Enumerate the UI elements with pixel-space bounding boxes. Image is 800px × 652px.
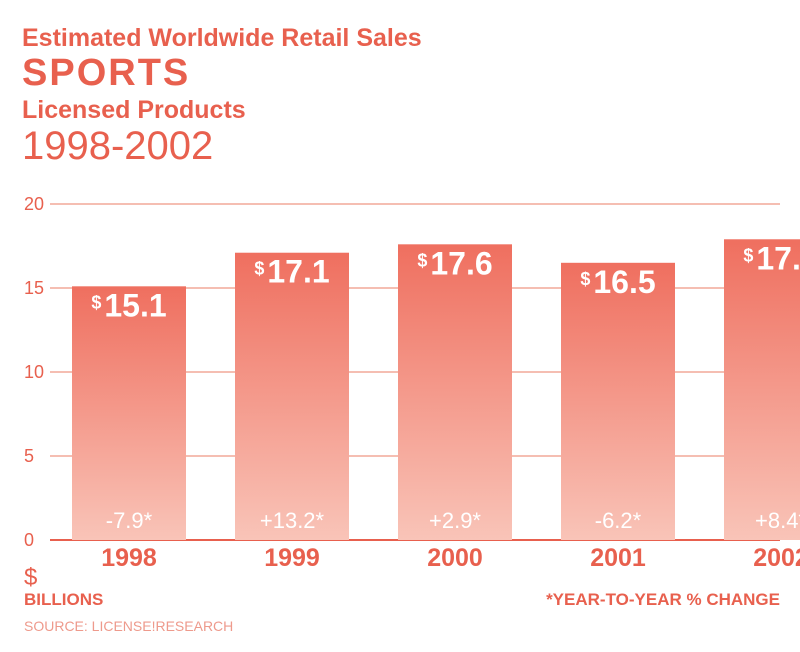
chart-title-years: 1998-2002 — [22, 124, 214, 168]
bar-value-label: $15.1 — [91, 287, 166, 323]
bar-value-label: $16.5 — [580, 264, 655, 300]
x-tick-label: 2002 — [753, 544, 800, 572]
bar-value-label: $17.6 — [417, 245, 492, 281]
y-tick-label: 10 — [24, 362, 44, 382]
y-tick-label: 20 — [24, 194, 44, 214]
bar — [235, 252, 349, 540]
bar-value-label: $17.1 — [254, 254, 329, 290]
bar-change-label: +8.4* — [755, 508, 800, 533]
x-tick-label: 1999 — [264, 544, 320, 572]
bar — [398, 244, 512, 540]
bar-change-label: -6.2* — [595, 508, 642, 533]
x-tick-label: 2001 — [590, 544, 646, 572]
y-tick-label: 15 — [24, 278, 44, 298]
bar-change-label: +13.2* — [260, 508, 325, 533]
bar — [724, 239, 800, 540]
chart-title-main: SPORTS — [22, 52, 191, 94]
x-tick-label: 1998 — [101, 544, 157, 572]
source-note: SOURCE: LICENSE!RESEARCH — [24, 618, 234, 634]
y-tick-label: 5 — [24, 446, 34, 466]
y-tick-label: 0 — [24, 530, 34, 550]
chart-title-line1: Estimated Worldwide Retail Sales — [22, 24, 422, 52]
bar-change-label: -7.9* — [106, 508, 153, 533]
footnote: *YEAR-TO-YEAR % CHANGE — [546, 590, 780, 609]
x-tick-label: 2000 — [427, 544, 483, 572]
bar — [72, 286, 186, 540]
chart-title-line3: Licensed Products — [22, 96, 246, 124]
bar — [561, 262, 675, 540]
unit-currency-symbol: $ — [24, 564, 38, 591]
bar-change-label: +2.9* — [429, 508, 481, 533]
unit-label: BILLIONS — [24, 590, 104, 609]
bar-value-label: $17.9 — [743, 240, 800, 276]
